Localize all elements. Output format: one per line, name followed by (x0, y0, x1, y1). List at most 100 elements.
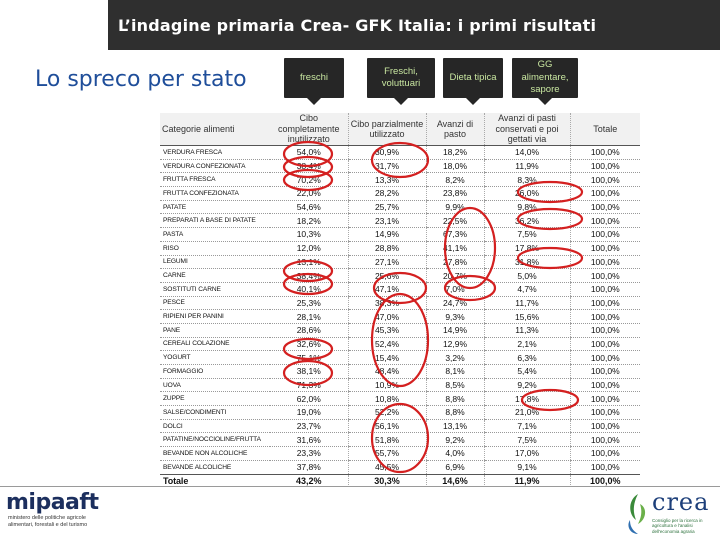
table-cell: 52,2% (347, 405, 426, 420)
table-row: PESCE 25,3% 38,3% 24,7% 11,7% 100,0% (160, 296, 640, 311)
table-cell: 54,6% (270, 200, 348, 215)
table-cell: 23,1% (347, 213, 426, 229)
total-label: Totale (160, 473, 270, 488)
table-row: DOLCI 23,7% 56,1% 13,1% 7,1% 100,0% (160, 419, 640, 434)
row-category: VERDURA FRESCA (160, 145, 270, 160)
table-cell: 38,4% (270, 268, 348, 283)
table-row: PATATINE/NOCCIOLINE/FRUTTA 31,6% 51,8% 9,2%… (160, 432, 640, 448)
table-cell: 8,8% (425, 405, 484, 420)
row-category: FRUTTA CONFEZIONATA (160, 186, 270, 201)
callout-label: freschi (300, 71, 328, 83)
table-cell: 7,0% (425, 282, 484, 297)
table-cell: 28,1% (270, 309, 348, 324)
table-row: VERDURA FRESCA 54,0% 30,9% 18,2% 14,0% 100,0% (160, 145, 640, 160)
table-cell: 25,7% (347, 200, 426, 215)
table-cell: 100,0% (569, 350, 640, 365)
column-header: Cibo completamente inutilizzato (270, 113, 348, 146)
table-cell: 100,0% (569, 364, 640, 379)
row-category: RIPIENI PER PANINI (160, 309, 270, 324)
table-cell: 8,2% (425, 172, 484, 188)
table-cell: 100,0% (569, 419, 640, 434)
column-header: Categorie alimenti (160, 113, 270, 146)
table-cell: 48,4% (347, 364, 426, 379)
table-cell: 11,7% (483, 296, 570, 311)
table-cell: 100,0% (569, 186, 640, 201)
table-cell: 9,3% (425, 309, 484, 324)
table-cell: 5,4% (483, 364, 570, 379)
table-cell: 3,2% (425, 350, 484, 365)
table-cell: 52,4% (347, 337, 426, 352)
table-cell: 7,1% (483, 419, 570, 434)
spreco-table-wrapper: Categorie alimenti Cibo completamente in… (160, 113, 640, 488)
table-cell: 18,2% (425, 145, 484, 160)
row-category: VERDURA CONFEZIONATA (160, 159, 270, 174)
table-cell: 100,0% (569, 309, 640, 324)
table-row: CARNE 38,4% 25,6% 20,7% 5,0% 100,0% (160, 268, 640, 283)
table-cell: 100,0% (569, 145, 640, 160)
table-cell: 56,1% (347, 419, 426, 434)
table-cell: 6,3% (483, 350, 570, 365)
table-cell: 41,1% (425, 241, 484, 256)
table-cell: 17,8% (483, 241, 570, 256)
table-cell: 10,9% (347, 378, 426, 393)
table-cell: 51,8% (347, 432, 426, 448)
total-row: Totale 43,2% 30,3% 14,6% 11,9% 100,0% (160, 473, 640, 488)
table-cell: 14,0% (483, 145, 570, 160)
spreco-table: Categorie alimenti Cibo completamente in… (160, 113, 640, 488)
table-cell: 100,0% (569, 227, 640, 242)
table-row: CEREALI COLAZIONE 32,6% 52,4% 12,9% 2,1% 100,… (160, 337, 640, 352)
table-cell: 31,8% (483, 255, 570, 270)
table-cell: 25,6% (347, 268, 426, 283)
table-cell: 27,8% (425, 255, 484, 270)
table-cell: 47,1% (347, 282, 426, 297)
callout-dieta-tipica: Dieta tipica (443, 58, 503, 105)
table-cell: 9,1% (483, 460, 570, 475)
table-cell: 36,2% (483, 213, 570, 229)
table-cell: 20,7% (425, 268, 484, 283)
table-cell: 4,0% (425, 446, 484, 461)
table-cell: 23,8% (425, 186, 484, 201)
table-cell: 40,1% (270, 282, 348, 297)
table-cell: 5,0% (483, 268, 570, 283)
table-cell: 38,1% (270, 364, 348, 379)
column-header: Avanzi di pasto (425, 113, 484, 146)
row-category: PREPARATI A BASE DI PATATE (160, 213, 270, 229)
table-cell: 11,9% (483, 159, 570, 174)
table-row: FRUTTA FRESCA 70,2% 13,3% 8,2% 8,3% 100,0% (160, 172, 640, 188)
total-cell: 100,0% (569, 473, 640, 488)
table-row: PANE 28,6% 45,3% 14,9% 11,3% 100,0% (160, 323, 640, 338)
table-row: RISO 12,0% 28,8% 41,1% 17,8% 100,0% (160, 241, 640, 256)
table-cell: 25,3% (270, 296, 348, 311)
crea-leaf-icon (628, 494, 646, 534)
total-cell: 14,6% (425, 473, 484, 488)
table-cell: 62,0% (270, 391, 348, 407)
table-row: SALSE/CONDIMENTI 19,0% 52,2% 8,8% 21,0% 100,0… (160, 405, 640, 420)
table-cell: 8,3% (483, 172, 570, 188)
callout-label: Freschi, voluttuari (381, 65, 421, 89)
callout-label: GG alimentare, sapore (521, 59, 569, 96)
table-cell: 32,6% (270, 337, 348, 352)
table-cell: 28,6% (270, 323, 348, 338)
table-cell: 11,3% (483, 323, 570, 338)
table-cell: 14,9% (425, 323, 484, 338)
row-category: UOVA (160, 378, 270, 393)
table-cell: 30,9% (347, 145, 426, 160)
table-cell: 13,3% (347, 172, 426, 188)
table-cell: 7,5% (483, 432, 570, 448)
table-row: BEVANDE ALCOLICHE 37,8% 45,5% 6,9% 9,1% 100,0… (160, 460, 640, 475)
table-cell: 26,0% (483, 186, 570, 201)
table-cell: 100,0% (569, 282, 640, 297)
row-category: PESCE (160, 296, 270, 311)
table-cell: 45,3% (347, 323, 426, 338)
column-header: Totale (569, 113, 640, 146)
row-category: RISO (160, 241, 270, 256)
table-cell: 17,8% (483, 391, 570, 407)
row-category: PATATE (160, 200, 270, 215)
table-cell: 18,0% (425, 159, 484, 174)
table-cell: 27,1% (347, 255, 426, 270)
row-category: BEVANDE ALCOLICHE (160, 460, 270, 475)
table-cell: 54,0% (270, 145, 348, 160)
table-cell: 100,0% (569, 172, 640, 188)
table-cell: 38,4% (270, 159, 348, 174)
table-cell: 45,5% (347, 460, 426, 475)
